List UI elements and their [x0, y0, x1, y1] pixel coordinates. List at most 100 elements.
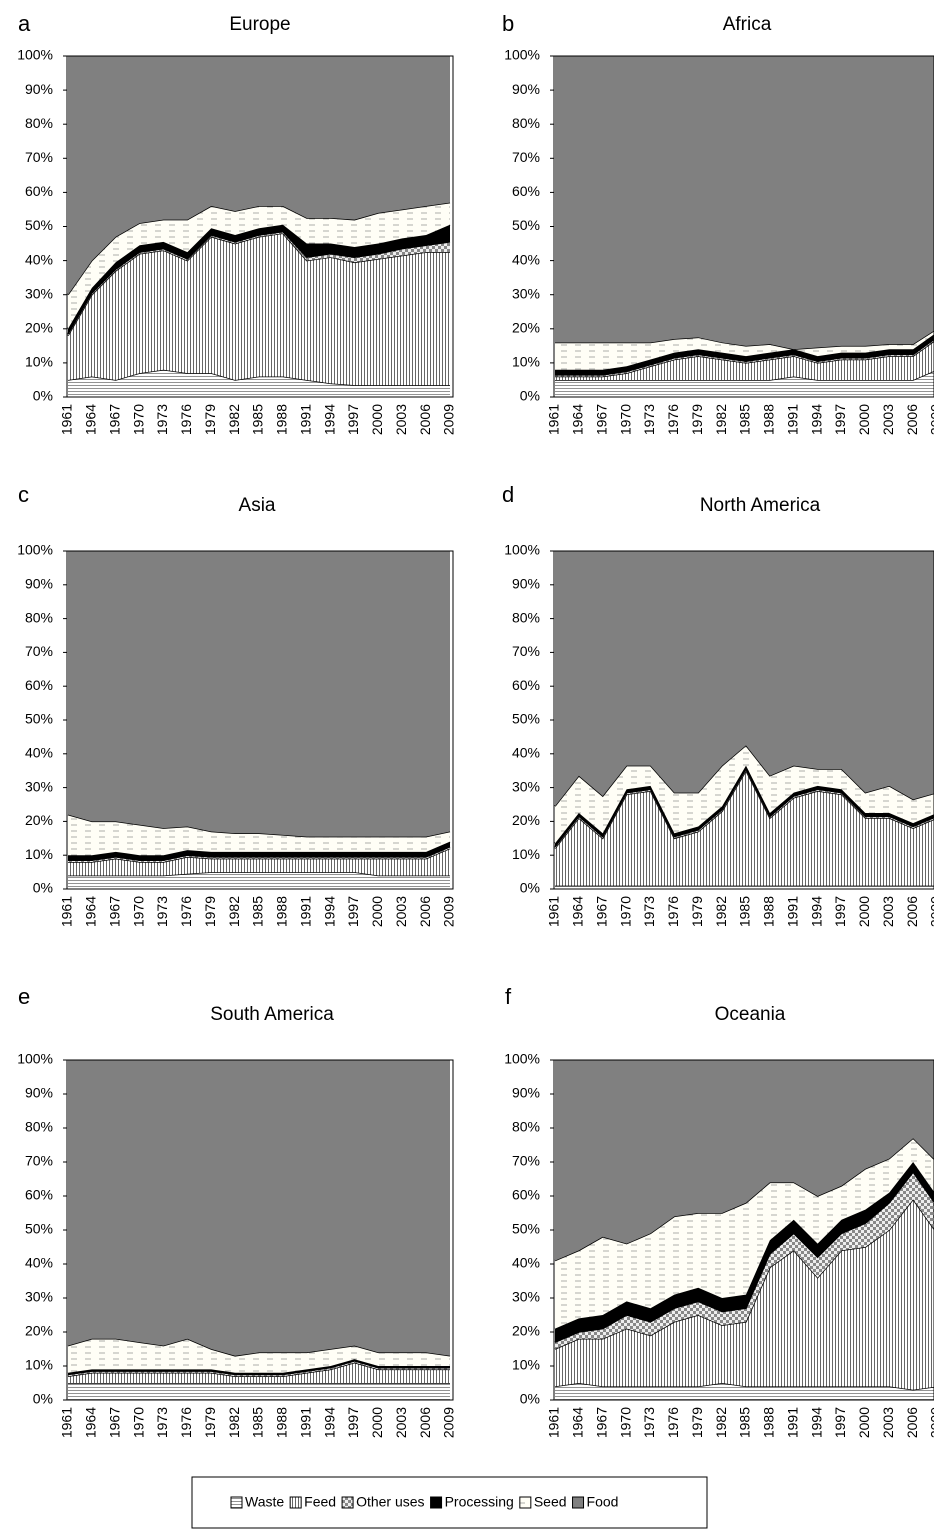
x-tick-label: 2006 — [417, 896, 433, 927]
x-tick-label: 1991 — [297, 896, 313, 927]
y-tick-label: 30% — [25, 285, 53, 301]
x-tick-label: 1976 — [665, 896, 681, 927]
x-tick-label: 1985 — [737, 1407, 753, 1438]
y-tick-label: 0% — [33, 388, 53, 404]
y-tick-label: 90% — [512, 576, 540, 592]
area — [555, 770, 934, 886]
x-tick-label: 1988 — [761, 404, 777, 435]
x-tick-label: 2006 — [904, 896, 920, 927]
y-tick-label: 90% — [25, 576, 53, 592]
area — [68, 233, 450, 386]
legend-label: Food — [587, 1494, 619, 1510]
area — [555, 745, 934, 844]
area — [555, 1138, 934, 1329]
y-tick-label: 20% — [512, 812, 540, 828]
y-tick-label: 20% — [512, 1323, 540, 1339]
x-tick-label: 2006 — [417, 404, 433, 435]
legend-swatch — [230, 1496, 243, 1509]
x-tick-label: 1961 — [546, 896, 562, 927]
y-tick-label: 0% — [33, 880, 53, 896]
y-tick-label: 80% — [25, 609, 53, 625]
x-tick-label: 1982 — [226, 404, 242, 435]
x-tick-label: 1967 — [106, 404, 122, 435]
x-tick-label: 1970 — [617, 896, 633, 927]
x-tick-label: 2000 — [369, 896, 385, 927]
area — [555, 330, 934, 370]
area — [68, 202, 450, 329]
x-tick-label: 1988 — [274, 896, 290, 927]
x-tick-label: 2000 — [856, 404, 872, 435]
x-tick-label: 1964 — [570, 896, 586, 927]
x-tick-label: 1991 — [297, 1407, 313, 1438]
legend-swatch — [341, 1496, 354, 1509]
x-tick-label: 2003 — [880, 896, 896, 927]
area — [68, 224, 450, 334]
x-tick-label: 1973 — [641, 404, 657, 435]
area — [555, 1162, 934, 1343]
y-tick-label: 70% — [512, 643, 540, 659]
y-tick-label: 60% — [512, 677, 540, 693]
x-tick-label: 2003 — [393, 1407, 409, 1438]
y-tick-label: 20% — [25, 1323, 53, 1339]
x-tick-label: 2009 — [928, 1407, 934, 1438]
x-tick-label: 1985 — [737, 896, 753, 927]
x-tick-label: 1997 — [345, 1407, 361, 1438]
area — [68, 846, 450, 862]
x-tick-label: 1985 — [737, 404, 753, 435]
x-tick-label: 1964 — [83, 896, 99, 927]
x-tick-label: 1970 — [130, 1407, 146, 1438]
x-tick-label: 1973 — [154, 896, 170, 927]
y-tick-label: 60% — [512, 1187, 540, 1203]
chart-title: Europe — [229, 14, 290, 35]
area — [555, 341, 934, 380]
x-tick-label: 2009 — [441, 404, 457, 435]
y-tick-label: 10% — [25, 1357, 53, 1373]
x-tick-label: 1967 — [593, 896, 609, 927]
y-tick-label: 40% — [512, 251, 540, 267]
x-tick-label: 1970 — [130, 404, 146, 435]
x-tick-label: 1979 — [689, 1407, 705, 1438]
y-tick-label: 100% — [17, 542, 53, 558]
y-tick-label: 40% — [25, 251, 53, 267]
x-tick-label: 1961 — [546, 1407, 562, 1438]
area — [555, 56, 934, 350]
area — [68, 551, 450, 837]
x-tick-label: 1970 — [130, 896, 146, 927]
chart-title: North America — [700, 495, 821, 516]
area — [555, 1383, 934, 1400]
y-tick-label: 10% — [512, 1357, 540, 1373]
x-tick-label: 1988 — [761, 1407, 777, 1438]
y-tick-label: 30% — [512, 285, 540, 301]
y-tick-label: 20% — [25, 812, 53, 828]
legend-swatch — [289, 1496, 302, 1509]
y-tick-label: 10% — [25, 846, 53, 862]
y-tick-label: 80% — [512, 609, 540, 625]
panel-letter: b — [502, 11, 514, 36]
area — [555, 885, 934, 889]
y-tick-label: 100% — [504, 1051, 540, 1067]
x-tick-label: 1973 — [154, 404, 170, 435]
x-tick-label: 1997 — [832, 896, 848, 927]
x-tick-label: 1997 — [832, 404, 848, 435]
x-tick-label: 1967 — [106, 896, 122, 927]
panel-letter: a — [18, 11, 31, 36]
y-tick-label: 60% — [512, 183, 540, 199]
area — [68, 814, 450, 856]
area — [68, 1060, 450, 1356]
y-tick-label: 80% — [25, 1119, 53, 1135]
x-tick-label: 1979 — [689, 404, 705, 435]
area — [68, 1383, 450, 1400]
x-tick-label: 1994 — [808, 404, 824, 435]
x-tick-label: 1979 — [689, 896, 705, 927]
x-tick-label: 1964 — [83, 404, 99, 435]
x-tick-label: 1994 — [808, 1407, 824, 1438]
x-tick-label: 1970 — [617, 404, 633, 435]
x-tick-label: 1988 — [274, 404, 290, 435]
x-tick-label: 2000 — [369, 1407, 385, 1438]
x-tick-label: 1994 — [321, 1407, 337, 1438]
legend-label: Other uses — [356, 1494, 424, 1510]
y-tick-label: 0% — [520, 1391, 540, 1407]
y-tick-label: 20% — [25, 320, 53, 336]
y-tick-label: 10% — [25, 354, 53, 370]
